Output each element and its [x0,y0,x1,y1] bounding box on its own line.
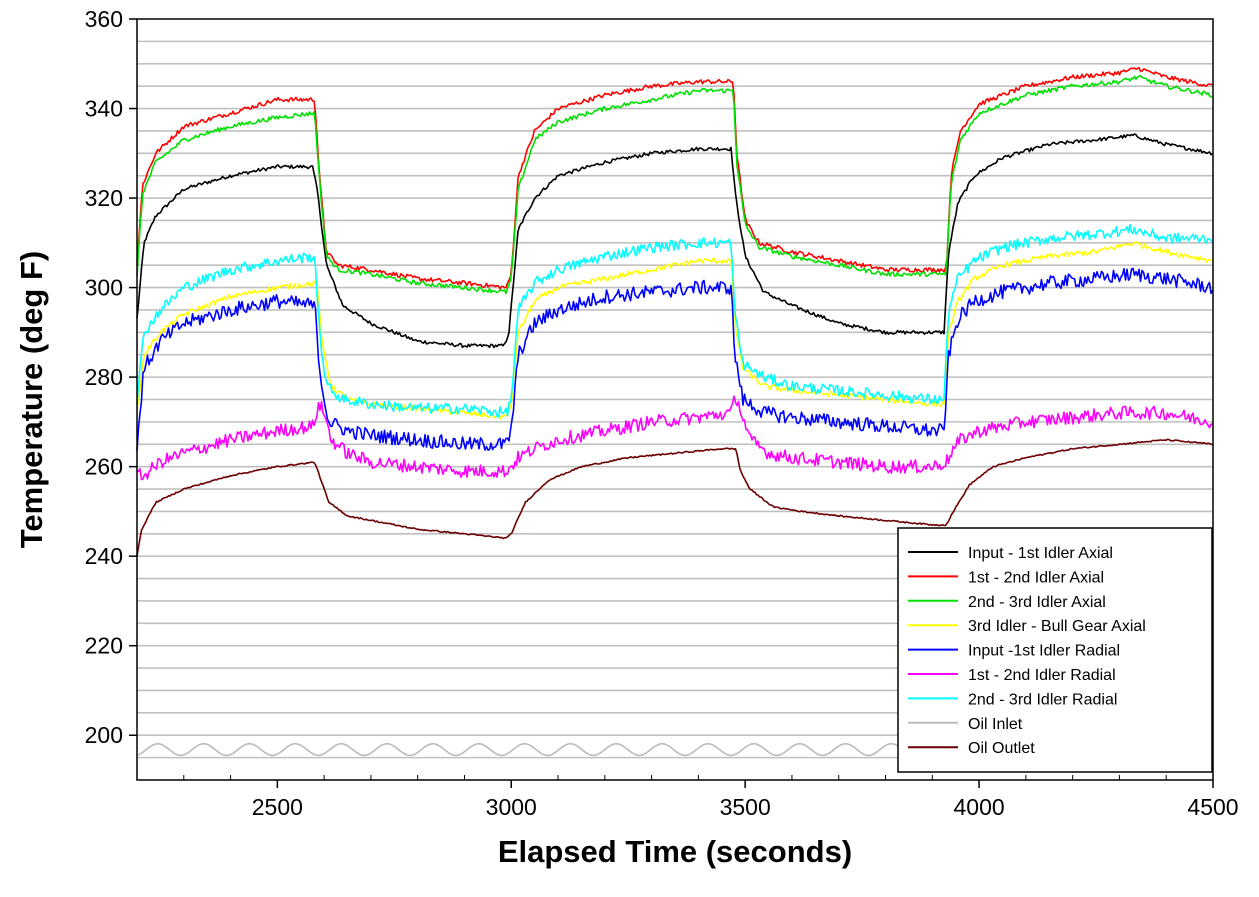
y-tick-label: 320 [85,185,123,211]
legend-entry: Oil Inlet [968,716,1023,733]
series-line-2nd-3rd-idler-axial [136,74,1213,295]
series-line-2nd-3rd-idler-radial [136,223,1214,418]
y-axis-ticks: 200 220 240 260 280 300 320 340 360 [85,6,137,748]
y-tick-label: 280 [85,364,123,390]
y-tick-label: 240 [85,543,123,569]
x-tick-label: 3000 [486,794,537,820]
legend-entry: Input - 1st Idler Axial [968,545,1113,562]
series-line-3rd-idler-bull-gear-axial [136,241,1214,420]
x-tick-label: 2500 [252,794,303,820]
y-tick-label: 260 [85,454,123,480]
x-tick-label: 4500 [1187,794,1238,820]
x-tick-label: 4000 [954,794,1005,820]
series-lines [136,66,1214,757]
y-tick-label: 200 [85,722,123,748]
y-tick-label: 340 [85,96,123,122]
series-line-oil-outlet [136,438,1213,557]
legend-entry: 2nd - 3rd Idler Radial [968,691,1117,708]
x-axis-ticks: 2500 3000 3500 4000 4500 [252,780,1239,820]
y-axis-title: Temperature (deg F) [14,251,49,548]
minor-ticks [183,775,1167,780]
legend-entry: 1st - 2nd Idler Axial [968,569,1104,586]
legend-entry: 1st - 2nd Idler Radial [968,667,1116,684]
y-tick-label: 360 [85,6,123,32]
legend: Input - 1st Idler Axial 1st - 2nd Idler A… [897,527,1213,773]
series-line-1st-2nd-idler-radial [136,395,1213,481]
x-axis-title: Elapsed Time (seconds) [498,834,852,869]
legend-entry: Input -1st Idler Radial [968,643,1120,660]
legend-entry: 3rd Idler - Bull Gear Axial [968,618,1146,635]
series-line-input-1st-idler-radial [136,267,1214,452]
y-tick-label: 300 [85,275,123,301]
plot-frame [136,18,1214,781]
y-tick-label: 220 [85,633,123,659]
gridlines [137,40,1213,759]
legend-entry: Oil Outlet [968,740,1035,757]
legend-entry: 2nd - 3rd Idler Axial [968,594,1106,611]
x-tick-label: 3500 [720,794,771,820]
series-line-input-1st-idler-axial [136,133,1213,349]
